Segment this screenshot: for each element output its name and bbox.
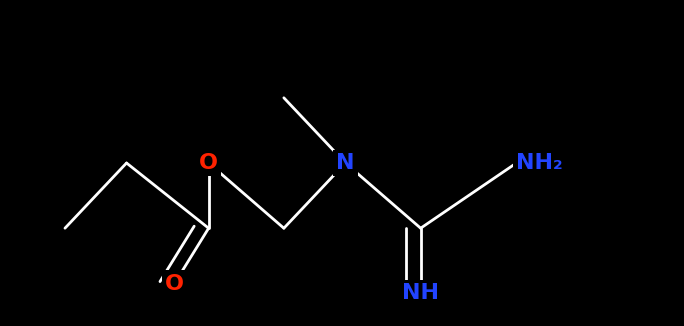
Text: NH: NH xyxy=(402,283,439,304)
Text: O: O xyxy=(199,153,218,173)
Text: O: O xyxy=(165,274,184,294)
Text: N: N xyxy=(336,153,355,173)
Text: NH₂: NH₂ xyxy=(516,153,563,173)
